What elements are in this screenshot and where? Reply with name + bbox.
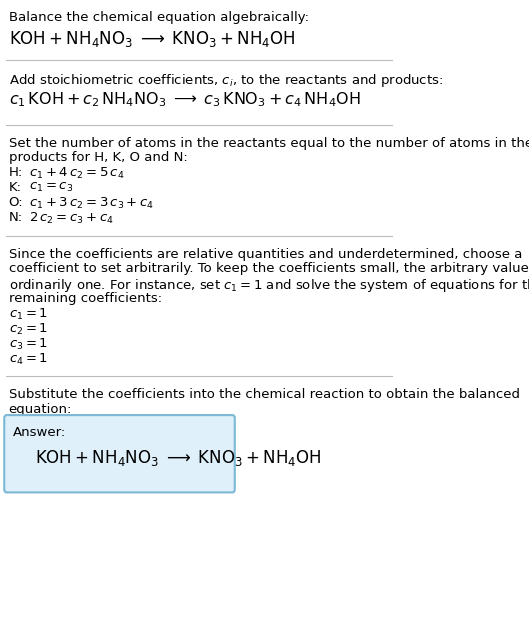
Text: $c_1 + 4\,c_2 = 5\,c_4$: $c_1 + 4\,c_2 = 5\,c_4$ [30,166,125,181]
Text: $c_4 = 1$: $c_4 = 1$ [8,352,48,367]
Text: $c_1\,\mathregular{KOH} + c_2\,\mathregular{NH_4NO_3}\;\longrightarrow\;c_3\,\ma: $c_1\,\mathregular{KOH} + c_2\,\mathregu… [8,90,360,108]
Text: $\mathregular{KOH + NH_4NO_3}\;\longrightarrow\;\mathregular{KNO_3 + NH_4OH}$: $\mathregular{KOH + NH_4NO_3}\;\longrigh… [34,448,321,468]
Text: H:: H: [8,166,23,179]
Text: $c_1 = c_3$: $c_1 = c_3$ [30,181,74,194]
Text: $\mathregular{KOH + NH_4NO_3}\;\longrightarrow\;\mathregular{KNO_3 + NH_4OH}$: $\mathregular{KOH + NH_4NO_3}\;\longrigh… [8,29,295,48]
Text: $c_1 + 3\,c_2 = 3\,c_3 + c_4$: $c_1 + 3\,c_2 = 3\,c_3 + c_4$ [30,196,154,211]
Text: Balance the chemical equation algebraically:: Balance the chemical equation algebraica… [8,11,309,24]
Text: N:: N: [8,211,23,224]
Text: O:: O: [8,196,23,209]
Text: $c_1 = 1$: $c_1 = 1$ [8,307,48,322]
Text: Since the coefficients are relative quantities and underdetermined, choose a: Since the coefficients are relative quan… [8,248,522,261]
Text: Substitute the coefficients into the chemical reaction to obtain the balanced: Substitute the coefficients into the che… [8,388,519,401]
Text: $2\,c_2 = c_3 + c_4$: $2\,c_2 = c_3 + c_4$ [30,211,114,226]
Text: products for H, K, O and N:: products for H, K, O and N: [8,152,187,164]
Text: Set the number of atoms in the reactants equal to the number of atoms in the: Set the number of atoms in the reactants… [8,137,529,150]
Text: K:: K: [8,181,22,194]
Text: coefficient to set arbitrarily. To keep the coefficients small, the arbitrary va: coefficient to set arbitrarily. To keep … [8,263,529,275]
FancyBboxPatch shape [4,415,235,492]
Text: $c_2 = 1$: $c_2 = 1$ [8,322,48,337]
Text: Add stoichiometric coefficients, $c_i$, to the reactants and products:: Add stoichiometric coefficients, $c_i$, … [8,72,443,89]
Text: remaining coefficients:: remaining coefficients: [8,292,162,305]
Text: ordinarily one. For instance, set $c_1 = 1$ and solve the system of equations fo: ordinarily one. For instance, set $c_1 =… [8,277,529,294]
Text: equation:: equation: [8,403,72,416]
Text: Answer:: Answer: [12,426,66,439]
Text: $c_3 = 1$: $c_3 = 1$ [8,337,48,352]
